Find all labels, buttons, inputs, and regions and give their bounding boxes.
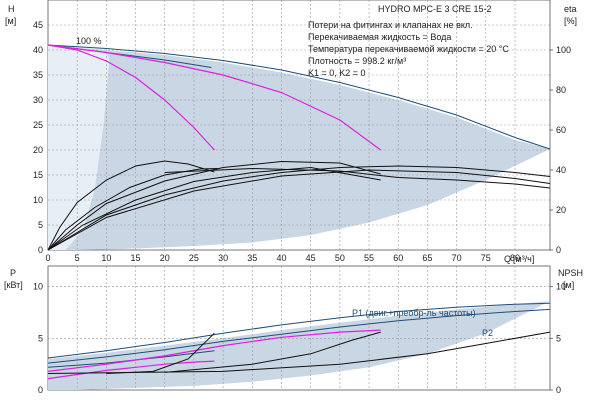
bottom-grid [48, 266, 550, 390]
note-line: Температура перекачиваемой жидкости = 20… [308, 44, 509, 54]
p2-series-label: P2 [482, 328, 493, 338]
y2-tick-label: 0 [556, 385, 561, 395]
eta-axis-label: eta [564, 4, 577, 14]
y-tick-label: 35 [33, 70, 43, 80]
note-line: Плотность = 998.2 кг/м³ [308, 56, 406, 66]
y2-tick-label: 5 [556, 333, 561, 343]
y-tick-label: 0 [38, 245, 43, 255]
y-tick-label: 40 [33, 45, 43, 55]
series-line-black [47, 169, 551, 251]
bottom-curves [47, 302, 551, 380]
npsh-axis-label: NPSH [558, 268, 583, 278]
eta-axis-unit: [%] [564, 16, 577, 26]
p-axis-label: P [10, 268, 16, 278]
bottom-plot-area [48, 301, 550, 390]
series-line-black [164, 167, 551, 189]
note-line: K1 = 0, K2 = 0 [308, 68, 366, 78]
bottom-plot-frame [47, 265, 551, 391]
operating-envelope [48, 45, 550, 250]
x-tick-label: 40 [276, 253, 286, 263]
bottom-tick-labels: 0 5 10 0 5 10 [33, 282, 566, 395]
x-tick-label: 30 [218, 253, 228, 263]
y-tick-label: 10 [33, 282, 43, 292]
x-tick-label: 15 [131, 253, 141, 263]
y-tick-label: 5 [38, 220, 43, 230]
y-tick-label: 10 [33, 195, 43, 205]
series-line-blue [47, 308, 551, 364]
y-tick-label: 15 [33, 170, 43, 180]
label-100-percent: 100 % [76, 36, 102, 46]
npsh-axis-unit: [м] [563, 280, 574, 290]
operating-envelope [48, 301, 550, 390]
y2-tick-label: 20 [556, 205, 566, 215]
top-tick-labels: 0 5 10 15 20 25 30 35 40 45 0 20 40 60 80 100 0 5 10 15 20 25… [33, 20, 571, 263]
p-axis-unit: [кВт] [4, 280, 23, 290]
q-axis-unit: [м³/ч] [513, 254, 534, 264]
x-tick-label: 0 [45, 253, 50, 263]
y-tick-label: 20 [33, 145, 43, 155]
x-tick-label: 50 [335, 253, 345, 263]
series-line-blue [47, 302, 551, 359]
x-tick-label: 35 [247, 253, 257, 263]
y2-tick-label: 40 [556, 165, 566, 175]
y-tick-label: 5 [38, 333, 43, 343]
series-line-black [47, 160, 215, 251]
series-line-magenta [47, 44, 382, 151]
head-efficiency-panel: 0 5 10 15 20 25 30 35 40 45 0 20 40 60 80 100 0 5 10 15 20 25… [5, 0, 577, 264]
x-tick-label: 20 [160, 253, 170, 263]
series-line-black [164, 331, 381, 373]
h-axis-unit: [м] [5, 16, 16, 26]
y2-tick-label: 10 [556, 282, 566, 292]
y2-tick-label: 80 [556, 85, 566, 95]
light-region [48, 45, 110, 250]
h-axis-label: H [8, 4, 15, 14]
x-tick-label: 25 [189, 253, 199, 263]
q-axis-label: Q [504, 254, 511, 264]
x-tick-label: 55 [364, 253, 374, 263]
y-tick-label: 25 [33, 120, 43, 130]
series-line-black [47, 331, 551, 374]
x-tick-label: 70 [452, 253, 462, 263]
top-curves [47, 44, 551, 251]
x-tick-label: 10 [101, 253, 111, 263]
x-tick-label: 5 [75, 253, 80, 263]
series-line-black [47, 160, 381, 251]
series-line-black [47, 168, 218, 251]
top-plot-area [48, 45, 550, 250]
y2-tick-label: 100 [556, 45, 571, 55]
series-line-magenta [47, 44, 215, 151]
x-tick-label: 45 [306, 253, 316, 263]
y2-tick-label: 0 [556, 245, 561, 255]
x-tick-label: 75 [481, 253, 491, 263]
y-tick-label: 45 [33, 20, 43, 30]
series-line-magenta [47, 329, 381, 372]
power-npsh-panel: 0 5 10 0 5 10 P [кВт] NPSH [м] P1 (двиг.+прео… [4, 265, 583, 395]
note-line: Потери на фитингах и клапанах не вкл. [308, 20, 473, 30]
x-tick-label: 65 [422, 253, 432, 263]
p1-series-label: P1 (двиг.+преобр-ль частоты) [352, 308, 476, 318]
y-tick-label: 0 [38, 385, 43, 395]
series-line-magenta [47, 360, 215, 380]
series-line-blue [47, 44, 551, 150]
chart-title: HYDRO MPC-E 3 CRE 15-2 [378, 4, 492, 14]
y-tick-label: 30 [33, 95, 43, 105]
notes-block: Потери на фитингах и клапанах не вкл. Пе… [308, 20, 509, 78]
note-line: Перекачиваемая жидкость = Вода [308, 32, 451, 42]
y2-tick-label: 60 [556, 125, 566, 135]
series-line-black [47, 166, 381, 251]
x-tick-label: 80 [510, 253, 520, 263]
x-tick-label: 60 [393, 253, 403, 263]
